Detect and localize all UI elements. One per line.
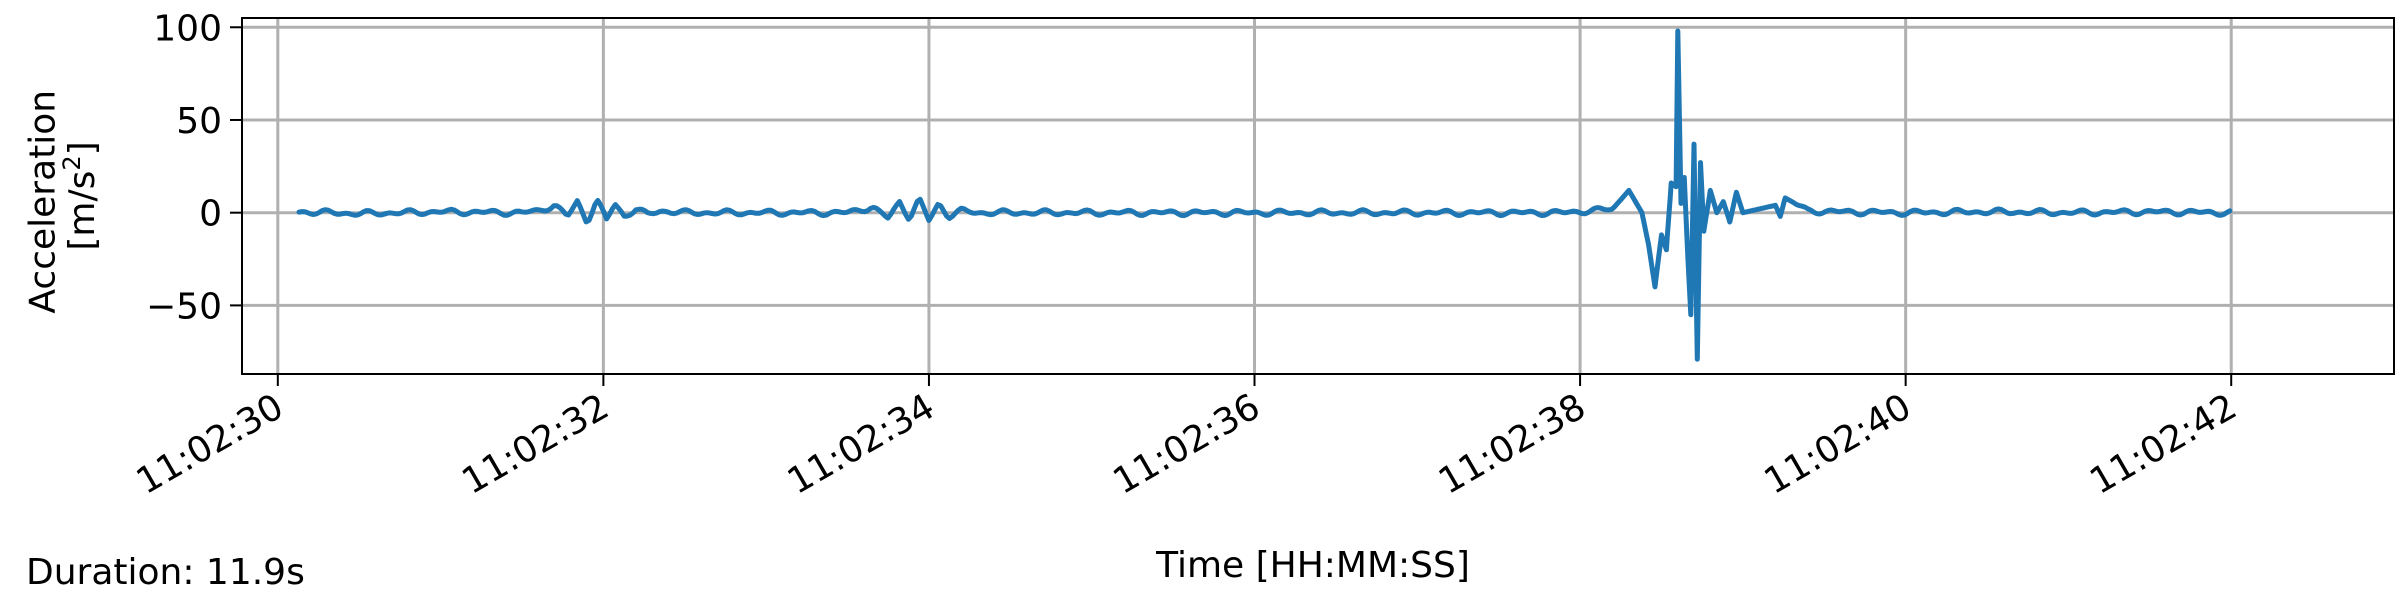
y-axis-label-unit-end: ] — [62, 141, 103, 155]
duration-label: Duration: 11.9s — [26, 552, 305, 593]
plot-frame — [241, 17, 2395, 375]
y-axis-label-unit-sup: 2 — [58, 155, 86, 170]
x-tick-label: 11:02:32 — [455, 386, 616, 502]
x-axis: 11:02:30 11:02:32 11:02:34 11:02:36 11:02:38… — [130, 374, 2244, 503]
grid — [242, 18, 2394, 374]
acceleration-line — [296, 28, 2233, 362]
y-axis-label-line1: Acceleration — [22, 90, 63, 314]
y-tick-label: 100 — [153, 8, 222, 49]
x-tick-label: 11:02:42 — [2083, 386, 2244, 502]
x-tick-label: 11:02:38 — [1432, 386, 1593, 502]
y-tick-label: 0 — [199, 194, 222, 235]
y-axis-label-unit: [m/s — [62, 171, 103, 251]
y-tick-label: −50 — [146, 286, 222, 327]
y-axis-label: Acceleration [m/s2] — [22, 78, 103, 313]
x-axis-label: Time [HH:MM:SS] — [1155, 545, 1470, 586]
x-tick-label: 11:02:40 — [1758, 386, 1919, 502]
x-tick-label: 11:02:34 — [781, 386, 942, 502]
y-tick-label: 50 — [176, 101, 222, 142]
y-axis: 100 50 0 −50 — [146, 8, 242, 327]
x-tick-label: 11:02:36 — [1106, 386, 1267, 502]
x-tick-label: 11:02:30 — [130, 386, 291, 502]
